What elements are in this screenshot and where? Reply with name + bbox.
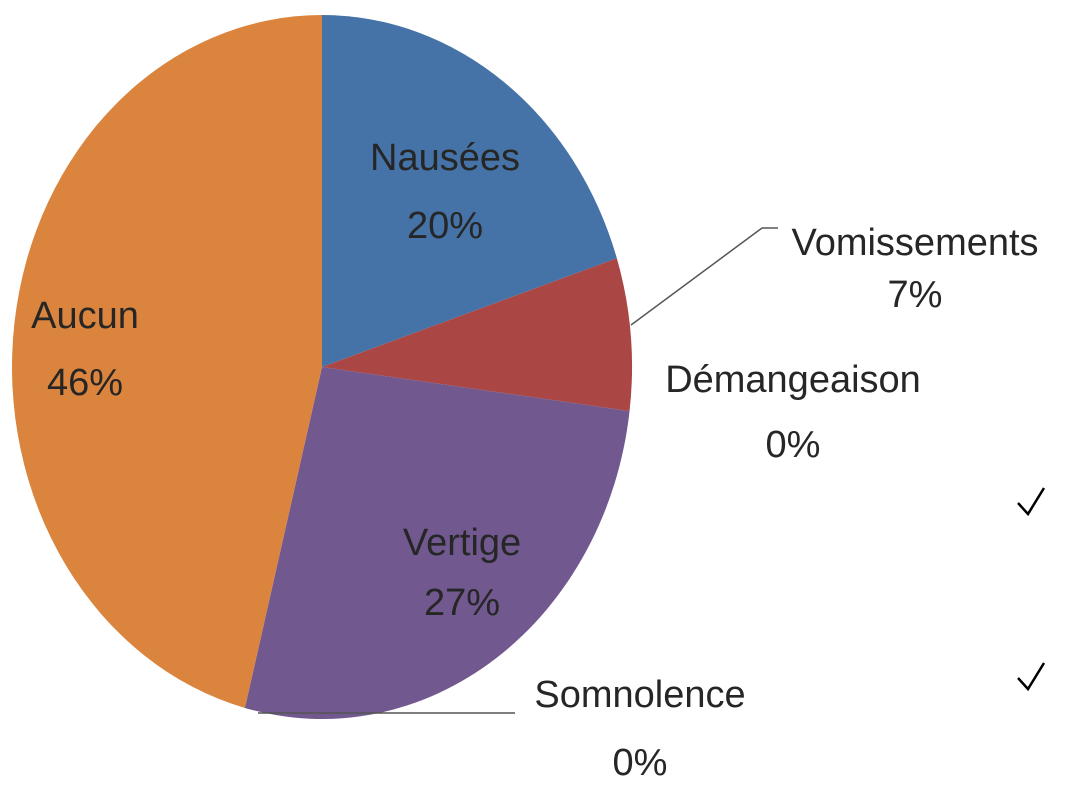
pie-slice <box>244 367 630 719</box>
slice-label: Vertige <box>403 522 521 564</box>
slice-value-label: 20% <box>407 205 483 247</box>
leader-line <box>630 227 763 326</box>
slice-label: Aucun <box>31 295 139 337</box>
slice-value-label: 0% <box>613 742 668 784</box>
slice-value-label: 7% <box>888 274 943 316</box>
check-icon <box>1017 487 1046 517</box>
slice-label: Démangeaison <box>665 359 921 401</box>
slice-label: Vomissements <box>791 222 1038 264</box>
slice-value-label: 27% <box>424 582 500 624</box>
pie-slice <box>11 15 323 708</box>
pie-slice <box>322 15 617 367</box>
slice-label: Somnolence <box>534 674 745 716</box>
pie-slice <box>322 258 632 412</box>
check-icon <box>1017 662 1046 692</box>
slice-label: Nausées <box>370 137 520 179</box>
slice-value-label: 0% <box>766 424 821 466</box>
slice-value-label: 46% <box>47 362 123 404</box>
